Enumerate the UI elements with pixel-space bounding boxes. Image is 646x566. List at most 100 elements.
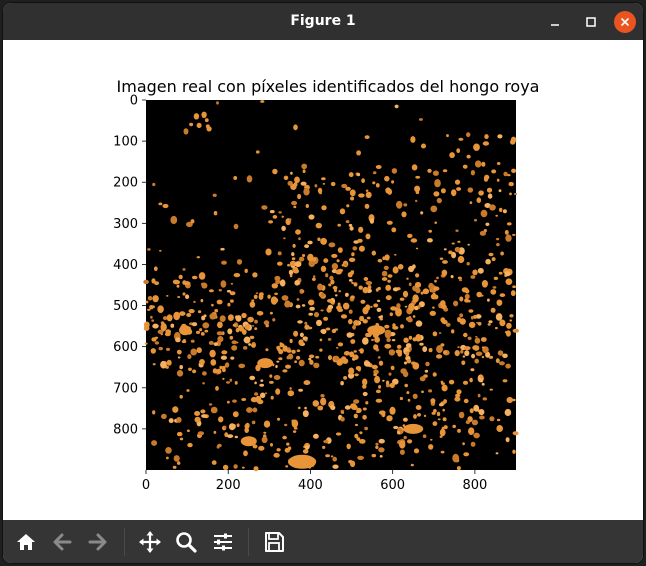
- rust-spot: [356, 437, 361, 441]
- x-tick-label: 600: [380, 478, 405, 493]
- rust-spot: [283, 237, 286, 240]
- rust-spot: [491, 169, 497, 174]
- rust-spot: [442, 417, 447, 422]
- rust-spot: [385, 329, 391, 334]
- rust-spot: [260, 100, 265, 103]
- rust-spot: [246, 407, 253, 413]
- rust-spot: [348, 223, 353, 227]
- rust-spot: [158, 202, 163, 206]
- rust-spot: [412, 315, 416, 318]
- rust-spot: [362, 414, 367, 420]
- rust-spot: [216, 299, 223, 305]
- rust-spot: [471, 419, 478, 426]
- rust-spot: [233, 223, 239, 230]
- rust-spot: [487, 298, 490, 302]
- rust-spot: [293, 182, 298, 187]
- rust-spot: [438, 332, 442, 334]
- rust-spot: [235, 327, 240, 333]
- rust-spot: [301, 163, 308, 170]
- rust-spot: [261, 205, 268, 210]
- rust-spot: [496, 243, 500, 247]
- rust-spot: [432, 372, 437, 377]
- rust-spot: [160, 321, 165, 325]
- y-tick-label: 300: [113, 217, 138, 232]
- rust-spot: [202, 371, 207, 376]
- save-button[interactable]: [260, 528, 288, 556]
- rust-spot: [462, 380, 469, 385]
- rust-spot: [269, 374, 273, 378]
- rust-spot: [478, 190, 484, 196]
- rust-spot: [357, 238, 363, 243]
- rust-spot: [406, 277, 409, 280]
- rust-spot: [304, 445, 310, 450]
- rust-spot: [307, 253, 314, 262]
- rust-spot: [325, 327, 331, 331]
- home-button[interactable]: [12, 528, 40, 556]
- rust-spot: [354, 423, 359, 427]
- rust-spot: [152, 182, 156, 187]
- rust-spot: [350, 270, 355, 273]
- rust-spot: [389, 382, 395, 388]
- rust-spot: [349, 351, 355, 358]
- rust-spot: [466, 154, 471, 159]
- rust-spot: [302, 410, 309, 418]
- rust-spot: [484, 203, 491, 208]
- rust-spot: [412, 362, 420, 370]
- rust-spot: [476, 291, 483, 298]
- maximize-button[interactable]: [580, 11, 602, 33]
- rust-spot: [151, 319, 155, 322]
- rust-spot: [392, 323, 396, 328]
- minimize-button[interactable]: [544, 11, 566, 33]
- rust-spot: [383, 265, 389, 270]
- rust-spot: [502, 209, 507, 214]
- rust-spot: [385, 295, 392, 301]
- rust-spot: [439, 428, 446, 437]
- rust-spot: [348, 172, 354, 178]
- rust-spot: [450, 275, 454, 279]
- rust-spot: [477, 393, 481, 398]
- close-button[interactable]: [614, 11, 636, 33]
- rust-spot: [495, 452, 499, 455]
- rust-spot: [439, 257, 444, 260]
- rust-spot: [154, 341, 160, 345]
- figure-canvas[interactable]: Imagen real con píxeles identificados de…: [3, 40, 643, 520]
- back-button[interactable]: [48, 528, 76, 556]
- rust-spot: [304, 339, 308, 342]
- rust-spot: [512, 233, 516, 236]
- rust-spot: [506, 397, 514, 403]
- rust-spot: [279, 279, 286, 287]
- title-bar[interactable]: Figure 1: [3, 3, 643, 40]
- rust-spot: [358, 193, 365, 198]
- pan-button[interactable]: [136, 528, 164, 556]
- rust-spot: [362, 378, 368, 386]
- rust-spot: [462, 164, 468, 169]
- rust-spot: [353, 282, 358, 287]
- rust-spot: [496, 299, 503, 306]
- rust-spot: [350, 196, 355, 201]
- rust-spot: [456, 466, 461, 471]
- rust-spot: [457, 346, 460, 348]
- rust-spot: [244, 427, 249, 433]
- rust-spot: [291, 257, 296, 261]
- rust-spot: [415, 175, 421, 179]
- rust-spot: [470, 275, 476, 279]
- rust-spot: [234, 381, 238, 385]
- rust-spot: [172, 406, 179, 413]
- rust-spot: [307, 326, 313, 330]
- rust-spot: [218, 416, 224, 423]
- rust-spot: [487, 323, 491, 326]
- rust-spot: [419, 376, 426, 382]
- rust-spot: [282, 369, 288, 373]
- rust-spot: [283, 175, 289, 180]
- rust-spot: [476, 321, 479, 324]
- rust-spot: [496, 425, 504, 432]
- rust-spot: [147, 296, 153, 301]
- forward-button[interactable]: [84, 528, 112, 556]
- rust-spot: [295, 229, 301, 235]
- rust-spot: [178, 274, 183, 280]
- zoom-button[interactable]: [172, 528, 200, 556]
- rust-spot: [338, 290, 342, 293]
- configure-subplots-button[interactable]: [209, 528, 237, 556]
- rust-spot: [227, 434, 234, 438]
- rust-spot: [272, 215, 278, 219]
